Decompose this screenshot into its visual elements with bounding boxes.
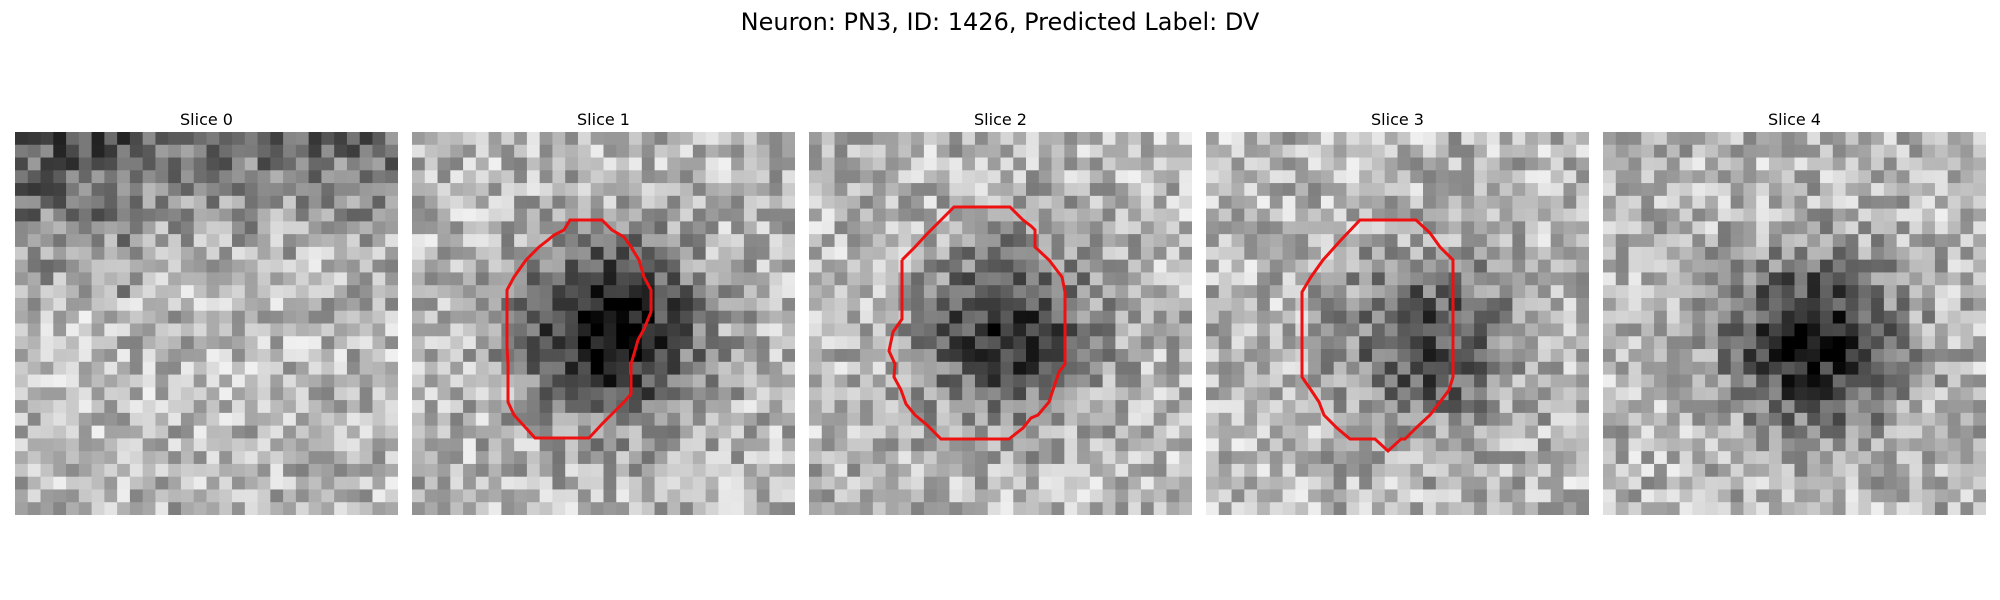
roi-contour (505, 218, 653, 440)
slice-panel-3: Slice 3 (1206, 110, 1589, 515)
slice-panel-0: Slice 0 (15, 110, 398, 515)
slice-title: Slice 4 (1768, 110, 1821, 129)
slice-title: Slice 1 (577, 110, 630, 129)
slice-image-4 (1603, 132, 1986, 515)
slice-image-1 (412, 132, 795, 515)
slice-image-0 (15, 132, 398, 515)
slice-image-3 (1206, 132, 1589, 515)
slice-title: Slice 2 (974, 110, 1027, 129)
slice-image-2 (809, 132, 1192, 515)
pixel-grid (15, 132, 398, 515)
slice-panel-2: Slice 2 (809, 110, 1192, 515)
pixel-grid (1206, 132, 1589, 515)
pixel-grid (1603, 132, 1986, 515)
slice-title: Slice 0 (180, 110, 233, 129)
figure-title: Neuron: PN3, ID: 1426, Predicted Label: … (740, 8, 1260, 36)
slice-panel-4: Slice 4 (1603, 110, 1986, 515)
pixel-grid (412, 132, 795, 515)
pixel-grid (809, 132, 1192, 515)
slice-title: Slice 3 (1371, 110, 1424, 129)
roi-contour (887, 205, 1067, 441)
roi-contour (1300, 218, 1455, 454)
slice-panel-1: Slice 1 (412, 110, 795, 515)
